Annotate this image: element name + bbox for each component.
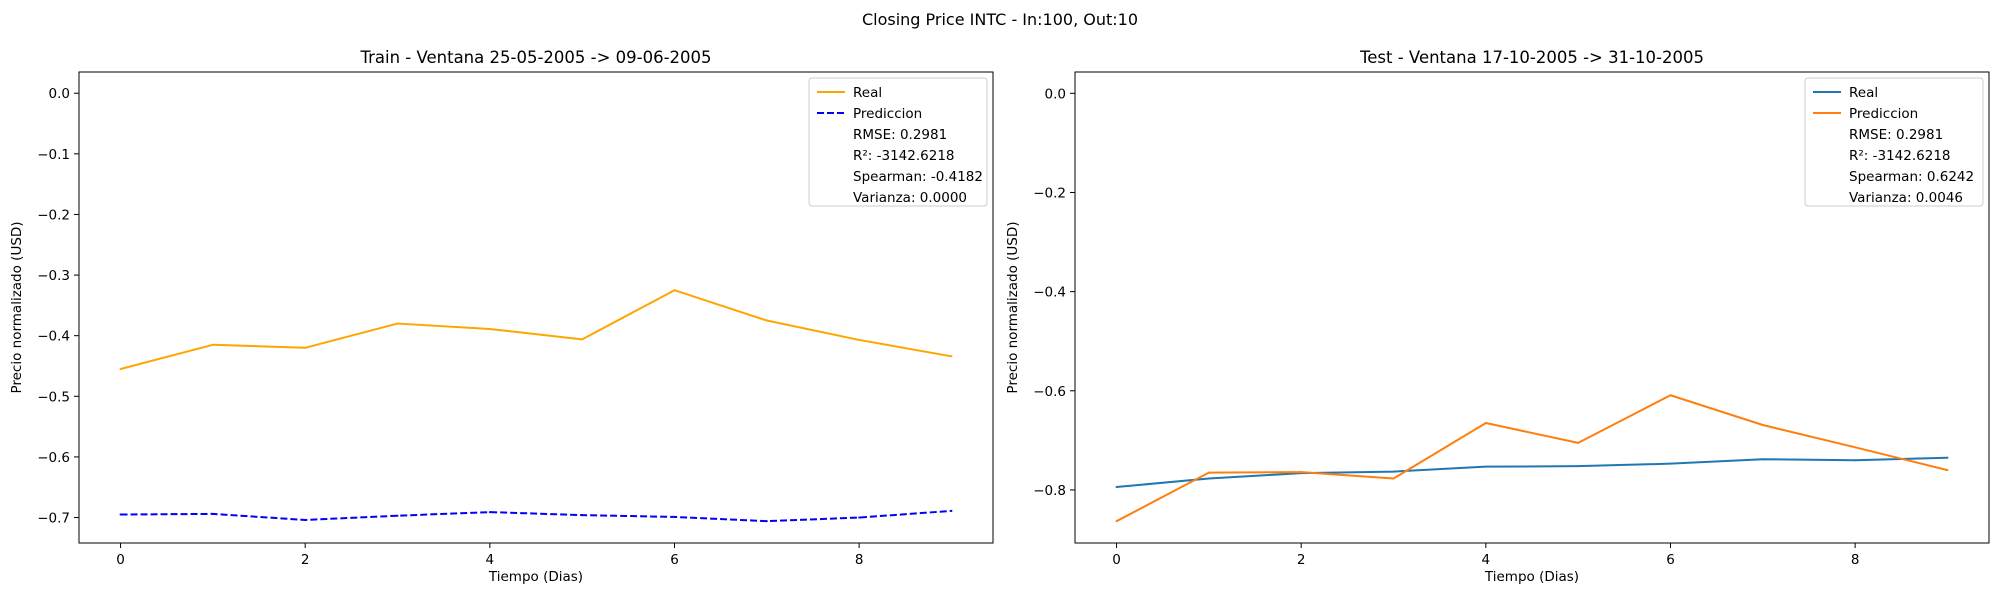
- train-chart-panel: Train - Ventana 25-05-2005 -> 09-06-2005…: [9, 48, 994, 585]
- data-point-prediccion: [1207, 471, 1210, 474]
- data-point-prediccion: [1761, 424, 1764, 427]
- x-tick-label: 4: [486, 552, 495, 568]
- data-point-prediccion: [119, 513, 122, 516]
- data-point-real: [1854, 459, 1857, 462]
- x-tick-label: 0: [116, 552, 125, 568]
- x-tick-label: 8: [855, 552, 864, 568]
- data-point-real: [858, 338, 861, 341]
- plot-frame: [1074, 71, 1990, 544]
- data-point-real: [1946, 456, 1949, 459]
- legend-entry: RMSE: 0.2981: [853, 127, 947, 143]
- data-point-real: [1115, 485, 1118, 488]
- data-point-real: [211, 343, 214, 346]
- x-tick-label: 6: [1666, 552, 1675, 568]
- data-point-prediccion: [1484, 422, 1487, 425]
- y-tick-label: −0.7: [37, 511, 70, 527]
- data-point-prediccion: [1946, 469, 1949, 472]
- y-axis-label: Precio normalizado (USD): [1005, 221, 1021, 393]
- data-point-real: [950, 355, 953, 358]
- data-point-real: [673, 289, 676, 292]
- x-tick-label: 2: [1297, 552, 1306, 568]
- data-point-prediccion: [1854, 446, 1857, 449]
- y-tick-label: −0.6: [1033, 384, 1066, 400]
- figure-title: Closing Price INTC - In:100, Out:10: [862, 10, 1138, 29]
- data-point-prediccion: [950, 509, 953, 512]
- data-point-prediccion: [396, 514, 399, 517]
- y-tick-label: −0.3: [37, 268, 70, 284]
- series-line-prediccion: [120, 509, 952, 523]
- data-point-prediccion: [673, 515, 676, 518]
- data-point-prediccion: [304, 518, 307, 521]
- data-point-real: [304, 346, 307, 349]
- series-line-real: [120, 289, 952, 370]
- data-point-prediccion: [858, 516, 861, 519]
- y-tick-label: −0.4: [37, 329, 70, 345]
- data-point-real: [1761, 458, 1764, 461]
- test-chart-panel: Test - Ventana 17-10-2005 -> 31-10-2005 0…: [1005, 48, 1990, 585]
- data-point-real: [765, 319, 768, 322]
- data-point-prediccion: [1577, 441, 1580, 444]
- legend-entry: Prediccion: [1849, 106, 1918, 122]
- legend-entry: Spearman: -0.4182: [853, 169, 983, 185]
- y-tick-label: −0.2: [37, 207, 70, 223]
- data-point-prediccion: [1300, 471, 1303, 474]
- x-tick-label: 2: [301, 552, 310, 568]
- legend-box: [1804, 77, 1984, 207]
- y-tick-label: −0.5: [37, 389, 70, 405]
- legend-entry: Prediccion: [853, 106, 922, 122]
- chart-title: Test - Ventana 17-10-2005 -> 31-10-2005: [1359, 48, 1704, 67]
- legend-entry: Varianza: 0.0000: [853, 190, 967, 206]
- series-line-prediccion: [1116, 394, 1948, 523]
- data-point-prediccion: [1392, 477, 1395, 480]
- y-tick-label: −0.6: [37, 450, 70, 466]
- legend-entry: R²: -3142.6218: [1849, 148, 1951, 164]
- chart-title: Train - Ventana 25-05-2005 -> 09-06-2005: [359, 48, 711, 67]
- data-point-real: [1577, 465, 1580, 468]
- data-point-prediccion: [765, 520, 768, 523]
- y-tick-label: 0.0: [1045, 86, 1066, 102]
- data-point-prediccion: [211, 512, 214, 515]
- x-tick-label: 4: [1482, 552, 1491, 568]
- data-point-prediccion: [1115, 520, 1118, 523]
- data-point-real: [1484, 465, 1487, 468]
- data-point-prediccion: [581, 514, 584, 517]
- y-tick-label: −0.8: [1033, 483, 1066, 499]
- y-tick-label: −0.1: [37, 147, 70, 163]
- data-point-real: [581, 338, 584, 341]
- data-point-real: [488, 328, 491, 331]
- x-tick-label: 6: [670, 552, 679, 568]
- data-point-real: [1207, 477, 1210, 480]
- legend-entry: RMSE: 0.2981: [1849, 127, 1943, 143]
- x-axis-label: Tiempo (Dias): [488, 569, 583, 585]
- y-tick-label: 0.0: [49, 86, 70, 102]
- legend-entry: Real: [853, 85, 882, 101]
- x-tick-label: 0: [1112, 552, 1121, 568]
- legend-entry: Real: [1849, 85, 1878, 101]
- data-point-prediccion: [488, 511, 491, 514]
- data-point-prediccion: [1669, 394, 1672, 397]
- data-point-real: [1392, 470, 1395, 473]
- data-point-real: [396, 322, 399, 325]
- legend: Real Prediccion RMSE: 0.2981 R²: -3142.6218…: [808, 77, 988, 207]
- legend-box: [808, 77, 988, 207]
- y-tick-label: −0.4: [1033, 285, 1066, 301]
- y-tick-label: −0.2: [1033, 185, 1066, 201]
- x-axis-label: Tiempo (Dias): [1484, 569, 1579, 585]
- plot-frame: [78, 71, 994, 544]
- legend: Real Prediccion RMSE: 0.2981 R²: -3142.6218…: [1804, 77, 1984, 207]
- data-point-real: [1669, 462, 1672, 465]
- legend-entry: Spearman: 0.6242: [1849, 169, 1974, 185]
- legend-entry: R²: -3142.6218: [853, 148, 955, 164]
- x-tick-label: 8: [1851, 552, 1860, 568]
- legend-entry: Varianza: 0.0046: [1849, 190, 1963, 206]
- data-point-real: [119, 368, 122, 371]
- y-axis-label: Precio normalizado (USD): [9, 221, 25, 393]
- series-line-real: [1116, 456, 1948, 488]
